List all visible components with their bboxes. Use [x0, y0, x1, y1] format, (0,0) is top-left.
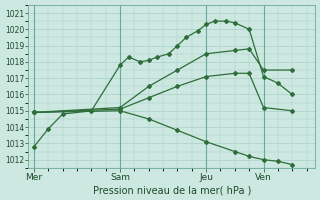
- X-axis label: Pression niveau de la mer( hPa ): Pression niveau de la mer( hPa ): [92, 185, 251, 195]
